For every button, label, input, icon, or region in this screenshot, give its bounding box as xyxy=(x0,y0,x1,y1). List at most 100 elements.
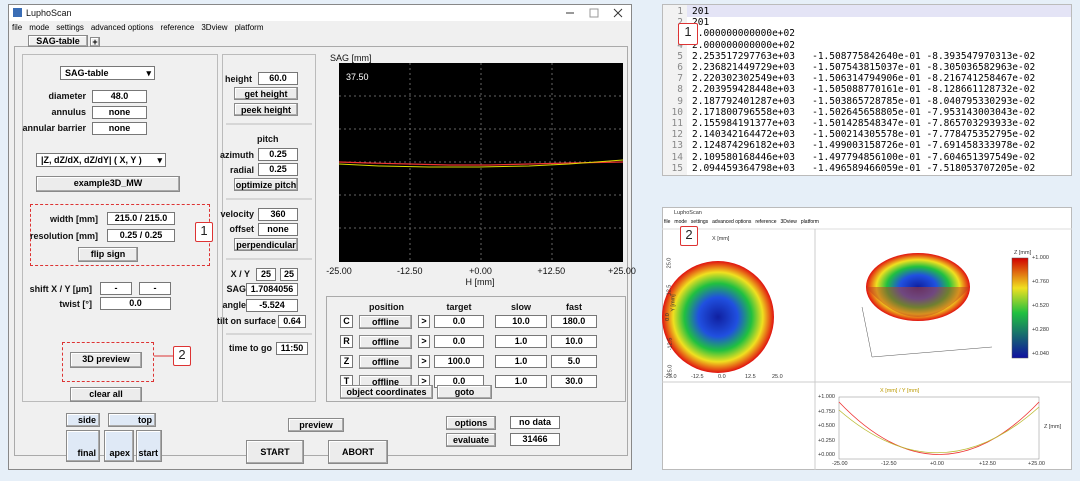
button[interactable]: clear all xyxy=(70,387,142,402)
colorbar-tick: +1.000 xyxy=(1032,255,1049,261)
field-value[interactable]: - xyxy=(100,282,132,295)
button[interactable]: flip sign xyxy=(78,247,138,262)
field-value[interactable]: 1.0 xyxy=(495,375,547,388)
x-tick-label: 12.5 xyxy=(745,374,756,380)
menu-item[interactable]: reference xyxy=(755,219,777,225)
menu-item[interactable]: file xyxy=(12,23,23,32)
button[interactable]: ABORT xyxy=(328,440,388,464)
x-tick-label: -12.5 xyxy=(691,374,704,380)
field-value[interactable]: 0.0 xyxy=(434,335,484,348)
field-value[interactable]: 25 xyxy=(256,268,276,281)
column-header: target xyxy=(446,302,472,312)
field-value[interactable]: 10.0 xyxy=(551,335,597,348)
field-value[interactable]: > xyxy=(418,375,430,388)
menu-item[interactable]: advanced options xyxy=(712,219,752,225)
menu-item[interactable]: 3Dview xyxy=(780,219,797,225)
button[interactable]: offline xyxy=(359,355,412,369)
x-tick-label: +25.00 xyxy=(1028,461,1045,467)
button[interactable]: 3D preview xyxy=(70,352,142,368)
field-value[interactable]: none xyxy=(92,106,147,119)
field-value[interactable]: 1.0 xyxy=(495,335,547,348)
button[interactable]: start xyxy=(136,430,162,462)
field-value[interactable]: 0.25 / 0.25 xyxy=(107,229,175,242)
button[interactable]: top xyxy=(108,413,156,427)
line-text: 2.000000000000e+02 xyxy=(692,39,795,51)
button[interactable]: offline xyxy=(359,315,412,329)
menu-bar: file mode settings advanced options referenc… xyxy=(664,219,819,225)
button[interactable]: START xyxy=(246,440,304,464)
field-value[interactable]: 0.0 xyxy=(100,297,171,310)
button[interactable]: side xyxy=(66,413,100,427)
menu-item[interactable]: platform xyxy=(234,23,264,32)
button[interactable]: preview xyxy=(288,418,344,432)
menu-item[interactable]: settings xyxy=(56,23,84,32)
field-value[interactable]: 1.7084056 xyxy=(246,283,298,296)
field-value[interactable]: R xyxy=(340,335,353,348)
field-label: X / Y xyxy=(230,269,250,279)
menu-item[interactable]: platform xyxy=(800,219,819,225)
button[interactable]: example3D_MW xyxy=(36,176,180,192)
field-value[interactable]: 360 xyxy=(258,208,298,221)
axis-label: Z [mm] xyxy=(1044,424,1062,430)
button[interactable]: goto xyxy=(437,385,492,399)
field-value[interactable]: > xyxy=(418,355,430,368)
menu-item[interactable]: file xyxy=(664,219,671,225)
field-value[interactable]: 0.0 xyxy=(434,315,484,328)
button[interactable]: + xyxy=(90,37,100,47)
field-value[interactable]: 60.0 xyxy=(258,72,298,85)
field-value[interactable]: 0.25 xyxy=(258,148,298,161)
dropdown[interactable]: SAG-table xyxy=(60,66,155,80)
menu-item[interactable]: reference xyxy=(160,23,195,32)
menu-item[interactable]: settings xyxy=(690,219,709,225)
field-value[interactable]: 10.0 xyxy=(495,315,547,328)
button[interactable]: SAG-table xyxy=(28,35,88,47)
button[interactable]: apex xyxy=(104,430,134,462)
field-value[interactable]: C xyxy=(340,315,353,328)
line-number: 6 xyxy=(677,62,683,73)
field-value[interactable]: 11:50 xyxy=(276,342,308,355)
y-tick-label: 25.0 xyxy=(666,257,673,269)
button[interactable]: evaluate xyxy=(446,433,496,447)
field-value[interactable]: no data xyxy=(510,416,560,429)
menu-item[interactable]: mode xyxy=(674,219,687,225)
button[interactable]: options xyxy=(446,416,496,430)
window-controls[interactable] xyxy=(560,6,630,20)
field-value[interactable]: 31466 xyxy=(510,433,560,446)
button[interactable]: peek height xyxy=(234,103,298,116)
field-value[interactable]: 5.0 xyxy=(551,355,597,368)
field-value[interactable]: -5.524 xyxy=(246,299,298,312)
menu-item[interactable]: advanced options xyxy=(90,23,154,32)
button[interactable]: perpendicular xyxy=(234,238,298,251)
line-number: 7 xyxy=(677,73,683,85)
field-value[interactable]: > xyxy=(418,315,430,328)
x-tick-label: +12.50 xyxy=(537,266,566,276)
button[interactable]: optimize pitch xyxy=(234,178,298,191)
field-value[interactable]: none xyxy=(92,122,147,135)
field-value[interactable]: Z xyxy=(340,355,353,368)
field-value[interactable]: - xyxy=(139,282,171,295)
menu-item[interactable]: 3Dview xyxy=(201,23,228,32)
field-label: azimuth xyxy=(219,150,254,160)
field-label: height xyxy=(225,74,252,84)
field-value[interactable]: 180.0 xyxy=(551,315,597,328)
column-header: position xyxy=(369,302,404,312)
field-value[interactable]: 30.0 xyxy=(551,375,597,388)
button[interactable]: final xyxy=(66,430,100,462)
field-value[interactable]: > xyxy=(418,335,430,348)
field-value[interactable]: 0.25 xyxy=(258,163,298,176)
field-label: velocity xyxy=(220,209,254,219)
field-value[interactable]: 215.0 / 215.0 xyxy=(107,212,175,225)
button[interactable]: object coordinates xyxy=(340,385,433,399)
field-value[interactable]: 100.0 xyxy=(434,355,484,368)
field-value[interactable]: 25 xyxy=(280,268,298,281)
dropdown[interactable]: |Z, dZ/dX, dZ/dY| ( X, Y ) xyxy=(36,153,166,167)
field-label: resolution [mm] xyxy=(29,231,98,241)
field-value[interactable]: 48.0 xyxy=(92,90,147,103)
field-value[interactable]: 1.0 xyxy=(495,355,547,368)
button[interactable]: get height xyxy=(234,87,298,100)
button[interactable]: offline xyxy=(359,335,412,349)
menu-item[interactable]: mode xyxy=(29,23,50,32)
line-text: 2.140342164472e+03 -1.500214305578e-01 -… xyxy=(692,129,1036,141)
field-value[interactable]: 0.64 xyxy=(278,315,306,328)
field-value[interactable]: none xyxy=(258,223,298,236)
